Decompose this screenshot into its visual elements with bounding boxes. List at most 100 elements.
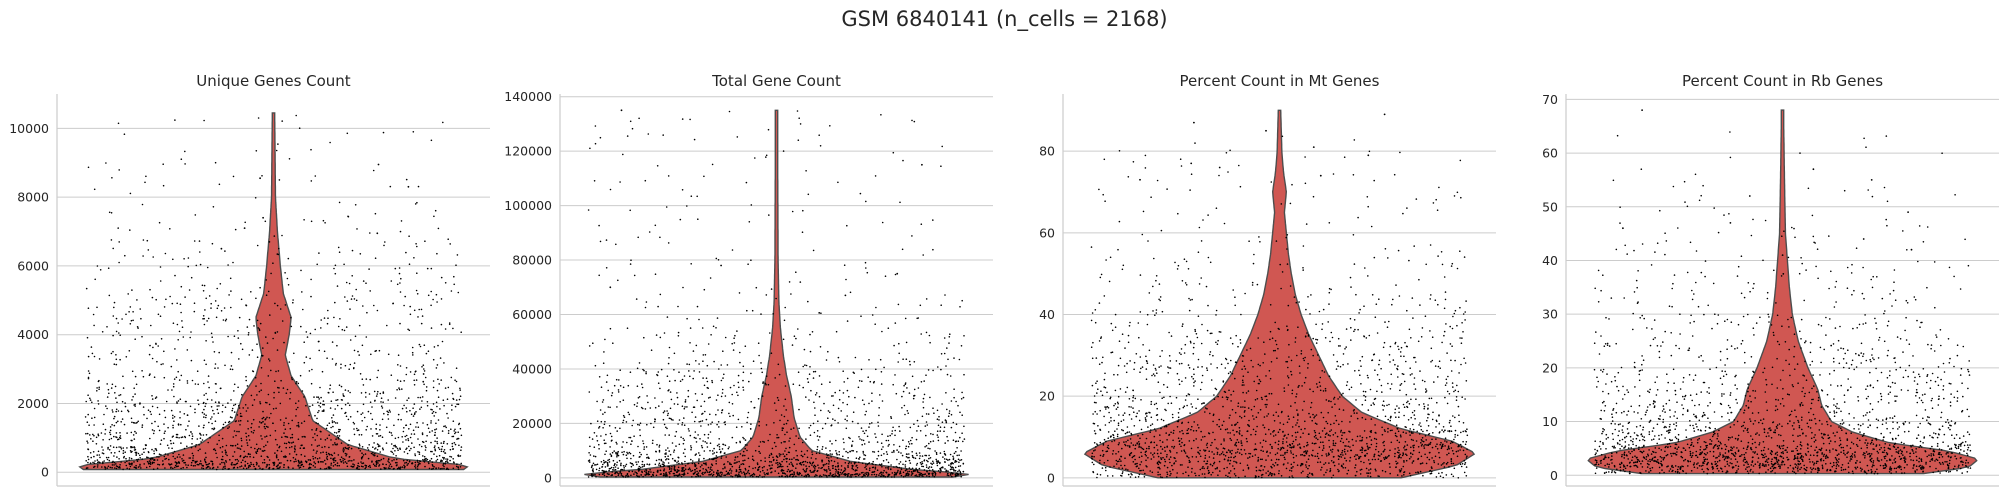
data-point (430, 267, 433, 270)
data-point (1118, 467, 1120, 469)
data-point (912, 456, 915, 459)
data-point (340, 363, 342, 366)
data-point (881, 330, 883, 333)
data-point (356, 429, 359, 432)
data-point (451, 445, 454, 448)
data-point (1332, 444, 1335, 446)
data-point (133, 449, 136, 451)
data-point (153, 430, 155, 432)
data-point (791, 473, 793, 476)
data-point (944, 294, 946, 296)
data-point (901, 248, 904, 251)
data-point (928, 469, 931, 472)
y-tick-label: 140000 (504, 89, 552, 104)
data-point (731, 475, 734, 478)
data-point (816, 446, 819, 448)
data-point (898, 342, 900, 345)
data-point (214, 420, 217, 423)
data-point (768, 464, 771, 467)
data-point (642, 407, 644, 410)
outlier-point (720, 264, 722, 267)
data-point (1126, 386, 1129, 389)
data-point (901, 395, 903, 398)
data-point (1307, 467, 1309, 470)
data-point (350, 447, 353, 450)
data-point (777, 399, 780, 402)
data-point (1340, 456, 1343, 458)
data-point (269, 434, 272, 437)
data-point (452, 467, 455, 470)
data-point (277, 467, 280, 470)
data-point (185, 464, 187, 466)
data-point (847, 451, 849, 454)
data-point (959, 411, 961, 414)
data-point (93, 462, 96, 465)
data-point (247, 452, 250, 455)
data-point (865, 429, 867, 432)
data-point (1257, 363, 1260, 366)
data-point (120, 448, 123, 450)
data-point (364, 453, 367, 455)
data-point (724, 421, 726, 423)
data-point (864, 413, 866, 416)
data-point (951, 468, 953, 471)
data-point (668, 471, 670, 474)
data-point (715, 457, 717, 460)
data-point (211, 242, 214, 245)
data-point (331, 421, 334, 424)
data-point (204, 405, 206, 408)
data-point (924, 425, 927, 427)
data-point (96, 387, 98, 389)
data-point (219, 283, 222, 285)
data-point (717, 421, 720, 423)
data-point (137, 420, 139, 423)
data-point (417, 185, 420, 188)
data-point (218, 405, 220, 407)
data-point (615, 476, 617, 478)
data-point (1169, 470, 1171, 473)
data-point (361, 462, 363, 465)
data-point (703, 384, 706, 387)
data-point (186, 445, 188, 448)
data-point (292, 299, 294, 301)
data-point (904, 383, 907, 386)
data-point (274, 452, 276, 454)
data-point (115, 358, 118, 361)
data-point (783, 472, 786, 475)
data-point (705, 468, 707, 471)
data-point (620, 464, 622, 466)
data-point (836, 457, 839, 459)
data-point (701, 327, 704, 329)
data-point (639, 434, 641, 437)
data-point (825, 453, 828, 455)
data-point (162, 163, 164, 165)
data-point (776, 396, 779, 399)
data-point (1445, 474, 1448, 476)
data-point (283, 432, 285, 434)
data-point (236, 414, 239, 416)
data-point (388, 409, 391, 412)
data-point (643, 465, 645, 467)
data-point (154, 420, 156, 423)
data-point (1107, 447, 1110, 450)
data-point (904, 317, 907, 320)
data-point (333, 316, 335, 319)
data-point (89, 397, 91, 400)
data-point (732, 349, 735, 351)
data-point (671, 457, 674, 460)
data-point (391, 434, 393, 437)
data-point (239, 419, 242, 422)
data-point (1178, 383, 1181, 386)
data-point (1340, 429, 1342, 432)
data-point (353, 423, 356, 425)
data-point (1161, 310, 1164, 313)
data-point (250, 431, 253, 433)
data-point (769, 332, 771, 334)
data-point (123, 133, 126, 135)
data-point (878, 463, 881, 466)
data-point (757, 466, 760, 469)
data-point (588, 461, 591, 463)
data-point (591, 469, 594, 472)
data-point (767, 472, 769, 474)
data-point (347, 418, 350, 421)
